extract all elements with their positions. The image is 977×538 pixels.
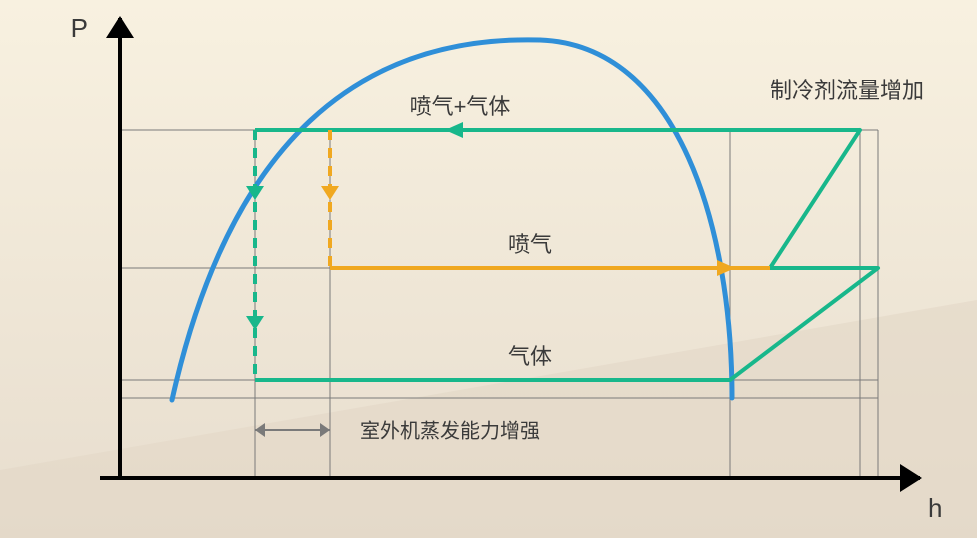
axis-label-x: h [928,493,942,523]
label-top: 喷气+气体 [410,94,511,119]
axis-label-y: P [71,13,88,43]
label-evap: 室外机蒸发能力增强 [360,419,540,442]
label-low: 气体 [508,344,552,369]
ph-diagram: 喷气+气体 制冷剂流量增加喷气气体室外机蒸发能力增强 h P [0,0,977,538]
label-right-note: 制冷剂流量增加 [770,78,924,103]
label-mid: 喷气 [508,232,552,257]
